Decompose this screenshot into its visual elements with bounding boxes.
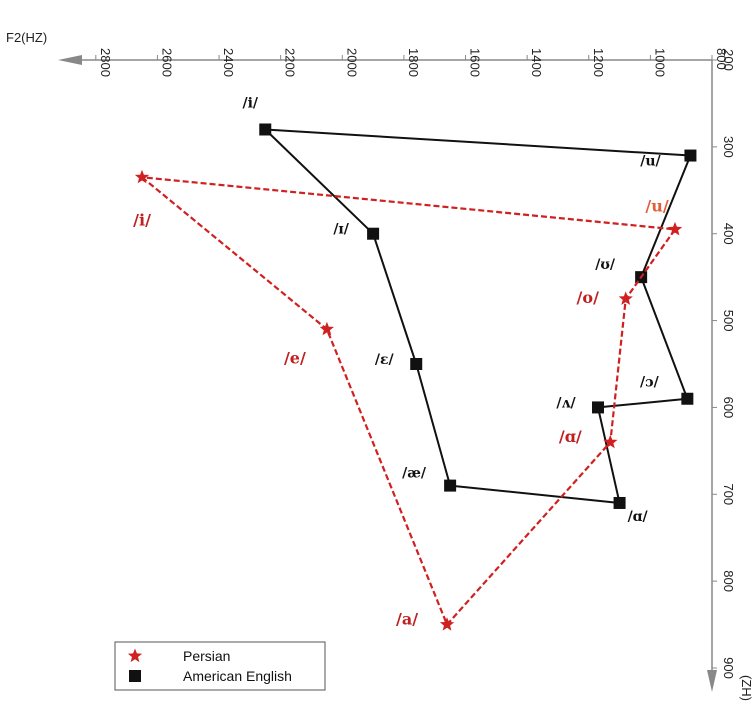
y-tick-label: 200	[721, 49, 736, 71]
persian-marker	[618, 291, 633, 305]
x-tick-label: 1200	[591, 48, 606, 77]
persian-outline	[140, 176, 677, 626]
persian-vowel-label: /u/	[645, 196, 668, 215]
persian-vowel-label: /ɑ/	[559, 427, 582, 446]
y-tick-label: 500	[721, 310, 736, 332]
y-tick-label: 400	[721, 223, 736, 245]
english-marker	[684, 149, 697, 162]
legend: Persian American English	[114, 641, 326, 691]
y-tick-label: 700	[721, 483, 736, 505]
legend-box	[114, 641, 326, 691]
persian-marker	[319, 321, 334, 336]
x-axis-arrow	[58, 55, 82, 65]
x-tick-label: 2600	[159, 48, 174, 77]
english-marker	[613, 496, 626, 509]
persian-vowel-label: /i/	[133, 210, 151, 229]
x-tick-label: 2200	[283, 48, 298, 77]
english-vowel-label: /ʊ/	[595, 257, 616, 273]
y-axis-title: (ZH)	[739, 675, 754, 701]
y-tick-label: 900	[721, 657, 736, 679]
english-vowel-label: /u/	[640, 154, 661, 170]
english-marker	[410, 358, 423, 370]
x-tick-label: 1600	[468, 48, 483, 77]
english-vowel-label: /ɑ/	[628, 509, 649, 525]
x-tick-label: 2000	[344, 48, 359, 77]
y-tick-label: 800	[721, 570, 736, 592]
y-axis-arrow	[707, 670, 717, 692]
persian-marker	[439, 617, 455, 631]
legend-label: Persian	[183, 648, 230, 664]
x-tick-label: 2400	[221, 48, 236, 77]
english-vowel-label: /ɛ/	[375, 352, 395, 368]
series-layer	[134, 123, 697, 631]
english-marker	[444, 479, 457, 492]
x-axis-title: F2(HZ)	[6, 30, 47, 45]
x-tick-label: 2800	[98, 48, 113, 77]
persian-marker	[134, 169, 150, 184]
y-tick-label: 600	[721, 397, 736, 419]
point-label-layer: /i/ /ɪ/ /ɛ/ /æ/ /ɑ/ /ʌ/ /ɔ/ /ʊ/ /u/ /i/ /e/ /a/ /ɑ/ /…	[133, 95, 669, 628]
american-english-outline	[264, 128, 692, 504]
persian-marker	[603, 434, 618, 449]
english-marker	[259, 123, 272, 136]
english-marker	[367, 227, 380, 240]
english-marker	[681, 392, 694, 405]
y-tick-label: 300	[721, 136, 736, 158]
legend-label: American English	[183, 668, 292, 684]
english-vowel-label: /ɪ/	[333, 222, 349, 238]
x-tick-label: 1800	[406, 48, 421, 77]
chart-axes: 2800 2600 2400 2200 2000 1800 1600 1400 1200 1000…	[6, 30, 754, 701]
english-vowel-label: /i/	[242, 95, 258, 111]
english-vowel-label: /ʌ/	[556, 395, 576, 411]
legend-star-icon	[127, 648, 143, 663]
persian-vowel-label: /a/	[396, 610, 418, 629]
x-tick-label: 1400	[529, 48, 544, 77]
persian-vowel-label: /e/	[284, 348, 306, 367]
persian-marker	[667, 221, 683, 236]
x-tick-label: 1000	[652, 48, 667, 77]
english-marker	[592, 401, 605, 414]
legend-square-icon	[129, 670, 141, 682]
x-tick-label: 800	[714, 48, 729, 70]
english-vowel-label: /ɔ/	[640, 375, 660, 391]
persian-vowel-label: /o/	[577, 288, 600, 307]
english-vowel-label: /æ/	[402, 466, 427, 482]
